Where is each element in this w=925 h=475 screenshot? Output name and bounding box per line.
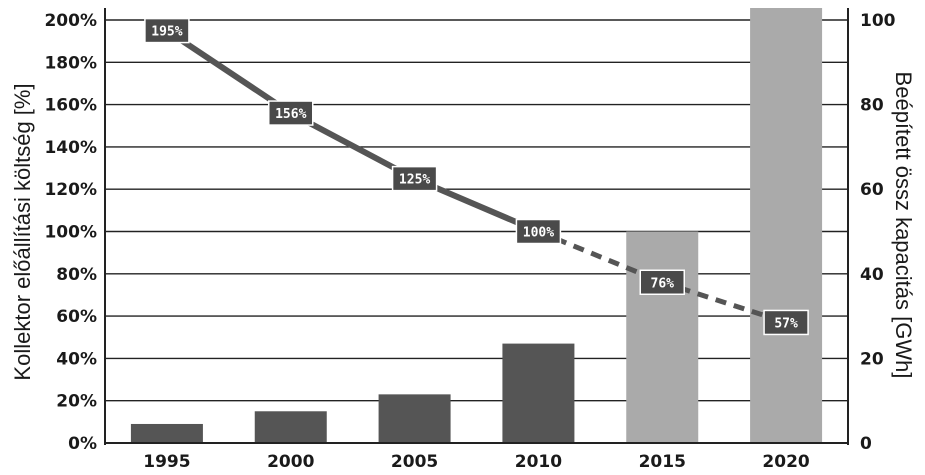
bar-2005 xyxy=(378,394,451,443)
data-label: 57% xyxy=(763,309,809,336)
left-axis-ticks: 0% 20% 40% 60% 80% 100% 120% 140% 160% 180% 200% xyxy=(44,11,97,454)
x-axis-ticks: 1995 2000 2005 2010 2015 2020 xyxy=(143,452,810,472)
y-axis-left-label: Kollektor előállítási költség [%] xyxy=(10,83,35,380)
left-tick-label: 80% xyxy=(56,265,97,285)
data-labels: 195% 156% 125% 100% 76% 57% xyxy=(144,17,809,336)
cost-line-solid xyxy=(165,28,540,235)
left-tick-label: 200% xyxy=(44,11,97,31)
y-axis-right-label: Beépített össz kapacitás [GWh] xyxy=(891,72,916,379)
data-label: 76% xyxy=(639,269,685,296)
data-label: 195% xyxy=(144,17,190,44)
data-label: 125% xyxy=(391,165,438,192)
data-label-text: 156% xyxy=(275,107,306,122)
right-tick-label: 60 xyxy=(860,180,884,200)
x-tick-label: 2020 xyxy=(762,452,809,472)
left-tick-label: 120% xyxy=(44,180,97,200)
data-label: 156% xyxy=(268,100,314,126)
data-label-box xyxy=(391,165,438,192)
bar-2000 xyxy=(254,411,327,443)
left-tick-label: 0% xyxy=(68,434,97,454)
left-tick-label: 180% xyxy=(44,53,97,73)
right-tick-label: 80 xyxy=(860,96,884,116)
data-label-box xyxy=(763,309,809,336)
right-tick-label: 100 xyxy=(860,11,896,31)
x-tick-label: 2005 xyxy=(391,452,438,472)
bar-2020 xyxy=(750,8,823,443)
left-tick-label: 20% xyxy=(56,392,97,412)
x-tick-label: 2015 xyxy=(639,452,686,472)
data-label-box xyxy=(639,269,685,296)
left-tick-label: 60% xyxy=(56,307,97,327)
data-label-text: 195% xyxy=(151,25,182,40)
left-tick-label: 160% xyxy=(44,96,97,116)
data-label-box xyxy=(144,17,190,44)
left-tick-label: 140% xyxy=(44,138,97,158)
data-label: 100% xyxy=(515,218,562,245)
axes xyxy=(104,8,849,445)
x-tick-label: 1995 xyxy=(143,452,190,472)
data-label-text: 57% xyxy=(774,316,798,331)
x-tick-label: 2000 xyxy=(267,452,314,472)
right-tick-label: 20 xyxy=(860,349,884,369)
right-tick-label: 40 xyxy=(860,265,884,285)
data-label-box xyxy=(268,100,314,126)
left-tick-label: 100% xyxy=(44,223,97,243)
left-tick-label: 40% xyxy=(56,349,97,369)
data-label-text: 125% xyxy=(399,173,430,188)
x-tick-label: 2010 xyxy=(515,452,562,472)
bar-2010 xyxy=(502,343,575,443)
bars xyxy=(130,8,823,443)
data-label-text: 76% xyxy=(651,276,675,291)
bar-2015 xyxy=(626,231,699,443)
grid xyxy=(105,19,848,444)
right-axis-ticks: 0 20 40 60 80 100 xyxy=(860,11,896,454)
right-tick-label: 0 xyxy=(860,434,872,454)
bar-1995 xyxy=(130,423,203,443)
data-label-box xyxy=(515,218,562,245)
data-label-text: 100% xyxy=(523,226,554,241)
